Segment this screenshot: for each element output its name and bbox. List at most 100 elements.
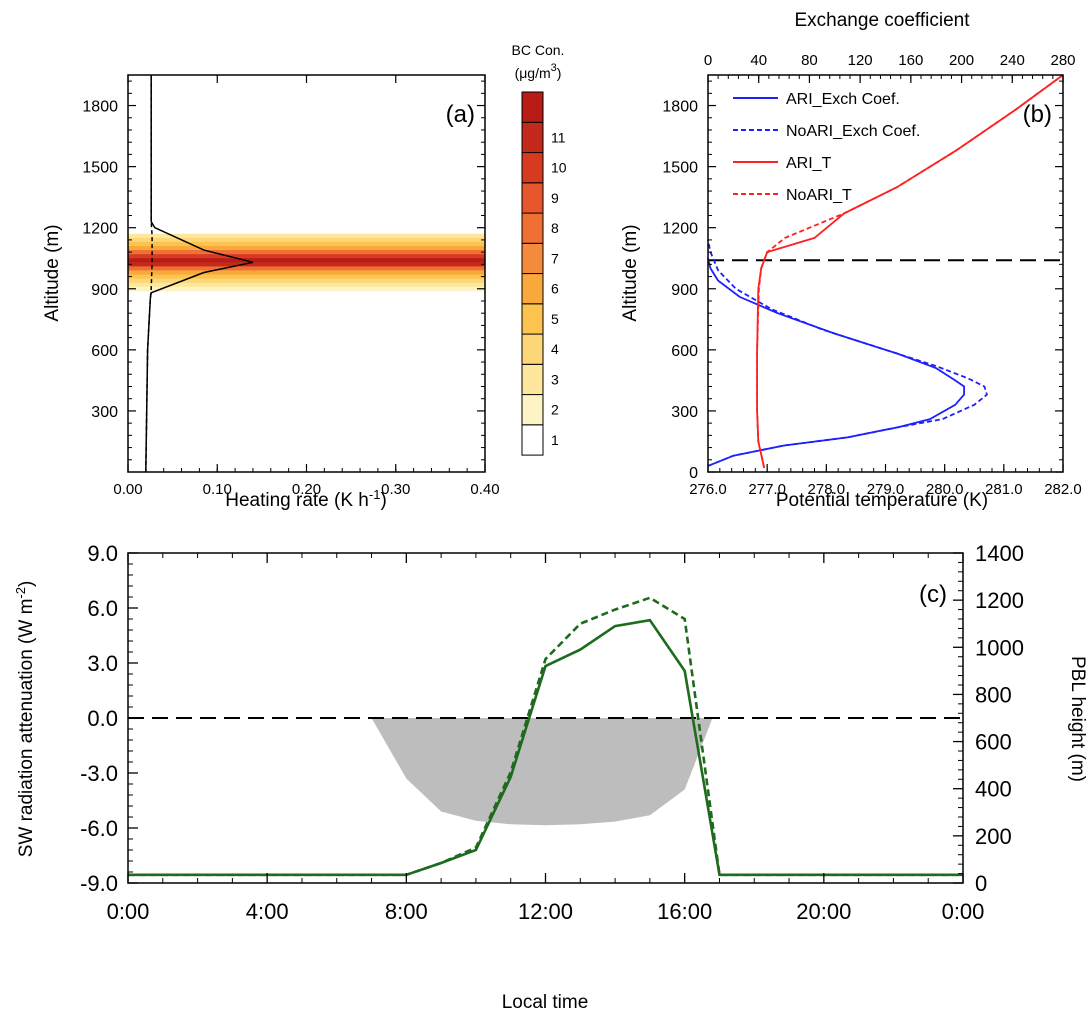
- top-x-tick-label: 160: [898, 52, 923, 69]
- colorbar-boxes: 1 2 3 4 5 6 7 8 9 10 11: [521, 91, 567, 456]
- top-x-tick-label: 200: [949, 52, 974, 69]
- heat-band: [128, 258, 485, 263]
- y-tick-label: -6.0: [80, 816, 118, 841]
- y-tick-label: 3.0: [87, 651, 118, 676]
- heat-band: [128, 266, 485, 272]
- panel-c-y2label: PBL height (m): [1067, 656, 1088, 782]
- panel-c: 0:00 4:00 8:00 12:00 16:00 20:00 0:00 -9.0 -6.0 -…: [13, 541, 1088, 1013]
- x-tick-label: 281.0: [985, 481, 1023, 498]
- panel-b-top-xlabel: Exchange coefficient: [795, 10, 971, 31]
- y-tick-label: 1500: [82, 160, 118, 177]
- y-tick-label: -9.0: [80, 871, 118, 896]
- panel-b-label: (b): [1023, 101, 1052, 128]
- colorbar-label: 6: [551, 281, 559, 297]
- colorbar-label: 10: [551, 160, 567, 176]
- panel-b: 276.0 277.0 278.0 279.0 280.0 281.0 282.0 0 40 80…: [620, 10, 1082, 511]
- colorbar-box: [521, 152, 544, 184]
- bc-concentration-heatmap: [128, 233, 485, 292]
- top-x-tick-label: 0: [704, 52, 712, 69]
- colorbar-label: 11: [551, 129, 566, 145]
- colorbar-label: 3: [551, 371, 559, 387]
- colorbar-label: 9: [551, 190, 559, 206]
- y2-tick-label: 0: [975, 871, 987, 896]
- legend-entry: ARI_T: [786, 155, 832, 172]
- y2-tick-label: 1200: [975, 588, 1024, 613]
- colorbar-box: [521, 424, 544, 456]
- panel-a-xlabel: Heating rate (K h-1): [225, 487, 387, 511]
- colorbar-label: 5: [551, 311, 559, 327]
- top-x-tick-label: 120: [848, 52, 873, 69]
- y-tick-label: 0.0: [87, 706, 118, 731]
- x-tick-label: 0.20: [292, 481, 321, 498]
- top-x-tick-label: 40: [750, 52, 767, 69]
- y2-tick-label: 800: [975, 682, 1012, 707]
- x-tick-label: 276.0: [689, 481, 727, 498]
- y-tick-label: 1200: [662, 221, 698, 238]
- x-tick-label: 0:00: [107, 899, 150, 924]
- colorbar-box: [521, 303, 544, 335]
- legend-entry: ARI_Exch Coef.: [786, 91, 900, 108]
- colorbar-label: 8: [551, 220, 559, 236]
- panel-b-series: [707, 74, 1064, 469]
- colorbar-box: [521, 212, 544, 244]
- colorbar-box: [521, 242, 544, 275]
- heat-band: [128, 270, 485, 276]
- x-tick-label: 0.30: [381, 481, 410, 498]
- y-tick-label: 0: [689, 465, 698, 482]
- panel-c-label: (c): [919, 581, 947, 608]
- heat-band: [128, 274, 485, 280]
- y2-tick-label: 400: [975, 777, 1012, 802]
- series-noari-t: [756, 74, 1064, 469]
- panel-c-series: [128, 596, 963, 877]
- top-x-tick-label: 280: [1050, 52, 1075, 69]
- panel-b-xlabel: Potential temperature (K): [776, 490, 988, 511]
- panel-b-ylabel: Altitude (m): [620, 224, 641, 321]
- x-tick-label: 8:00: [385, 899, 428, 924]
- y-tick-label: 1800: [662, 99, 698, 116]
- x-tick-label: 20:00: [796, 899, 851, 924]
- top-x-tick-label: 240: [1000, 52, 1025, 69]
- x-tick-label: 4:00: [246, 899, 289, 924]
- top-x-tick-label: 80: [801, 52, 818, 69]
- legend-entry: NoARI_T: [786, 187, 852, 204]
- x-tick-label: 16:00: [657, 899, 712, 924]
- x-tick-label: 0.00: [113, 481, 142, 498]
- heat-band: [128, 254, 485, 259]
- heating-rate-line-2: [145, 75, 153, 473]
- y-tick-label: 1200: [82, 221, 118, 238]
- x-tick-label: 279.0: [867, 481, 905, 498]
- y2-tick-label: 1400: [975, 541, 1024, 566]
- sw-attenuation-area: [371, 718, 713, 826]
- x-tick-label: 282.0: [1044, 481, 1082, 498]
- colorbar-label: 2: [551, 402, 559, 418]
- y-tick-label: 1500: [662, 160, 698, 177]
- heat-band: [128, 286, 485, 292]
- panel-a-ylabel: Altitude (m): [42, 224, 63, 321]
- colorbar-units: (μg/m3): [515, 62, 562, 81]
- legend-entry: NoARI_Exch Coef.: [786, 123, 920, 140]
- panel-c-xlabel: Local time: [502, 992, 589, 1013]
- y-tick-label: 300: [91, 404, 118, 421]
- panel-c-ylabel: SW radiation attenuation (W m-2): [13, 581, 37, 858]
- y-tick-label: 900: [671, 282, 698, 299]
- panel-a-ticks: 0.00 0.10 0.20 0.30 0.40 300 600 900 1200 1500 180…: [82, 75, 500, 498]
- y-tick-label: 9.0: [87, 541, 118, 566]
- y-tick-label: 600: [671, 343, 698, 360]
- colorbar-box: [521, 363, 544, 396]
- y-tick-label: -3.0: [80, 761, 118, 786]
- colorbar-label: 4: [551, 341, 559, 357]
- y-tick-label: 600: [91, 343, 118, 360]
- x-tick-label: 277.0: [748, 481, 786, 498]
- x-tick-label: 0.10: [203, 481, 232, 498]
- series-noari-exch-coef-: [707, 239, 988, 467]
- heat-band: [128, 282, 485, 288]
- x-tick-label: 0.40: [470, 481, 499, 498]
- y-tick-label: 300: [671, 404, 698, 421]
- panel-c-ticks: 0:00 4:00 8:00 12:00 16:00 20:00 0:00 -9.0 -6.0 -…: [80, 541, 1024, 924]
- x-tick-label: 0:00: [942, 899, 985, 924]
- panel-b-legend: ARI_Exch Coef. NoARI_Exch Coef. ARI_T NoARI…: [733, 91, 920, 204]
- colorbar-box: [521, 273, 544, 305]
- heat-band: [128, 246, 485, 251]
- colorbar-box: [521, 91, 544, 123]
